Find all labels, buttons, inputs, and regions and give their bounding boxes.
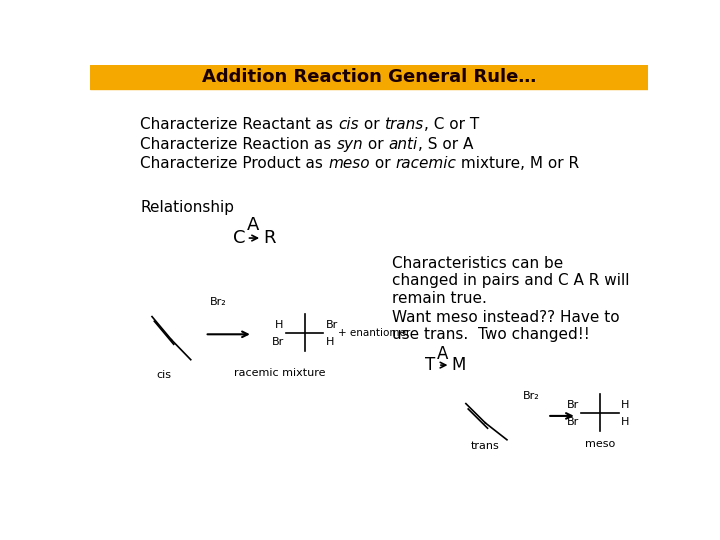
Text: H: H: [621, 400, 629, 410]
Text: meso: meso: [585, 438, 615, 449]
Text: H: H: [621, 417, 629, 427]
Bar: [90, 65, 648, 90]
Text: mixture, M or R: mixture, M or R: [456, 156, 580, 171]
Text: trans: trans: [471, 441, 500, 451]
Text: Characterize Product as: Characterize Product as: [140, 156, 328, 171]
Text: or: or: [359, 117, 384, 132]
Text: H: H: [325, 337, 334, 347]
Text: cis: cis: [156, 370, 171, 380]
Text: A: A: [246, 216, 259, 234]
Text: Characterize Reaction as: Characterize Reaction as: [140, 137, 336, 152]
Text: Characterize Reactant as: Characterize Reactant as: [140, 117, 338, 132]
Text: cis: cis: [338, 117, 359, 132]
Text: racemic mixture: racemic mixture: [234, 368, 325, 378]
Text: , C or T: , C or T: [423, 117, 479, 132]
Text: R: R: [264, 229, 276, 247]
Text: C: C: [233, 229, 245, 247]
Text: Br: Br: [567, 417, 579, 427]
Text: T: T: [425, 356, 436, 374]
Text: Addition Reaction General Rule…: Addition Reaction General Rule…: [202, 68, 536, 86]
Text: Br₂: Br₂: [523, 391, 540, 401]
Text: racemic: racemic: [395, 156, 456, 171]
Text: Br: Br: [567, 400, 579, 410]
Text: Characteristics can be
changed in pairs and C A R will
remain true.: Characteristics can be changed in pairs …: [392, 256, 630, 306]
Text: trans: trans: [384, 117, 423, 132]
Text: Want meso instead?? Have to
use trans.  Two changed!!: Want meso instead?? Have to use trans. T…: [392, 309, 620, 342]
Text: A: A: [437, 345, 449, 362]
Text: H: H: [275, 320, 284, 330]
Text: Br₂: Br₂: [210, 297, 226, 307]
Text: Br: Br: [325, 320, 338, 330]
Text: Br: Br: [271, 337, 284, 347]
Text: or: or: [370, 156, 395, 171]
Text: meso: meso: [328, 156, 370, 171]
Text: M: M: [451, 356, 465, 374]
Text: syn: syn: [336, 137, 363, 152]
Text: Relationship: Relationship: [140, 200, 235, 215]
Text: + enantiomer: + enantiomer: [338, 328, 410, 338]
Text: anti: anti: [389, 137, 418, 152]
Text: , S or A: , S or A: [418, 137, 473, 152]
Text: or: or: [363, 137, 389, 152]
